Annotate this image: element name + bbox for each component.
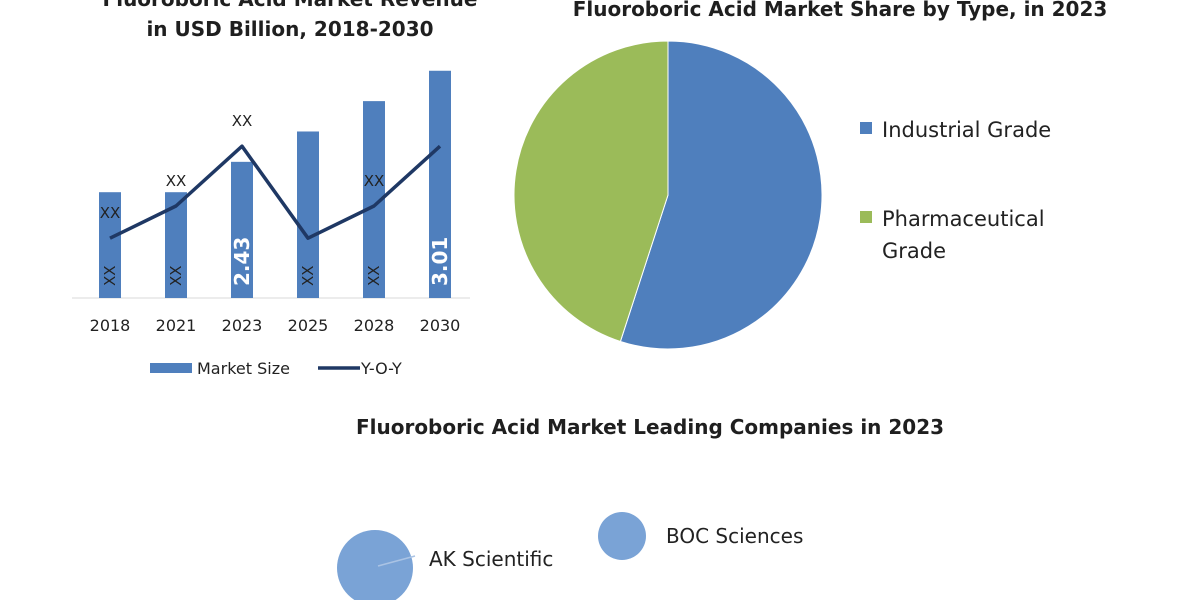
pie-chart-title: Fluoroboric Acid Market Share by Type, i… (572, 0, 1108, 21)
pie-slice-pharmaceutical-grade (513, 40, 669, 343)
bar-2030 (429, 70, 451, 298)
bar-data-label-2018: XX (101, 265, 119, 286)
pie-legend-label-1-0: Pharmaceutical (882, 207, 1045, 231)
line-data-label-2018: XX (100, 204, 121, 222)
company-leader-line (377, 555, 416, 567)
company-label-ak-scientific: AK Scientific (429, 547, 553, 571)
company-bubble-boc-sciences (598, 512, 646, 560)
line-data-label-2021: XX (166, 172, 187, 190)
x-tick-2025: 2025 (288, 316, 329, 335)
x-tick-2028: 2028 (354, 316, 395, 335)
bar-2023 (231, 161, 253, 298)
yoy-line (109, 144, 442, 240)
legend-label-yoy: Y-O-Y (360, 359, 402, 378)
bar-2018 (99, 192, 121, 298)
legend-label-market-size: Market Size (197, 359, 290, 378)
bar-data-label-2028: XX (365, 265, 383, 286)
x-tick-2021: 2021 (156, 316, 197, 335)
line-data-label-2023: XX (232, 112, 253, 130)
companies-title: Fluoroboric Acid Market Leading Companie… (355, 415, 945, 439)
bar-2028 (363, 101, 385, 299)
bar-data-label-2025: XX (299, 265, 317, 286)
legend-swatch-market-size (150, 363, 192, 373)
pie-legend-swatch-1 (860, 211, 872, 223)
pie-legend-label-0-0: Industrial Grade (882, 118, 1051, 142)
line-data-label-2028: XX (364, 172, 385, 190)
x-tick-2018: 2018 (90, 316, 131, 335)
bar-data-label-2030: 3.01 (428, 237, 452, 286)
pie-legend-label-1-1: Grade (882, 239, 946, 263)
company-label-boc-sciences: BOC Sciences (666, 524, 803, 548)
bar-2025 (297, 131, 319, 298)
x-tick-2023: 2023 (222, 316, 263, 335)
pie-slice-industrial-grade (619, 40, 823, 350)
bar-data-label-2023: 2.43 (230, 237, 254, 286)
bar-chart-title: Fluoroboric Acid Market Revenue in USD B… (103, 0, 478, 41)
bar-2021 (165, 192, 187, 298)
company-bubble-ak-scientific (337, 530, 413, 600)
bar-data-label-2021: XX (167, 265, 185, 286)
x-tick-2030: 2030 (420, 316, 461, 335)
pie-legend-swatch-0 (860, 122, 872, 134)
